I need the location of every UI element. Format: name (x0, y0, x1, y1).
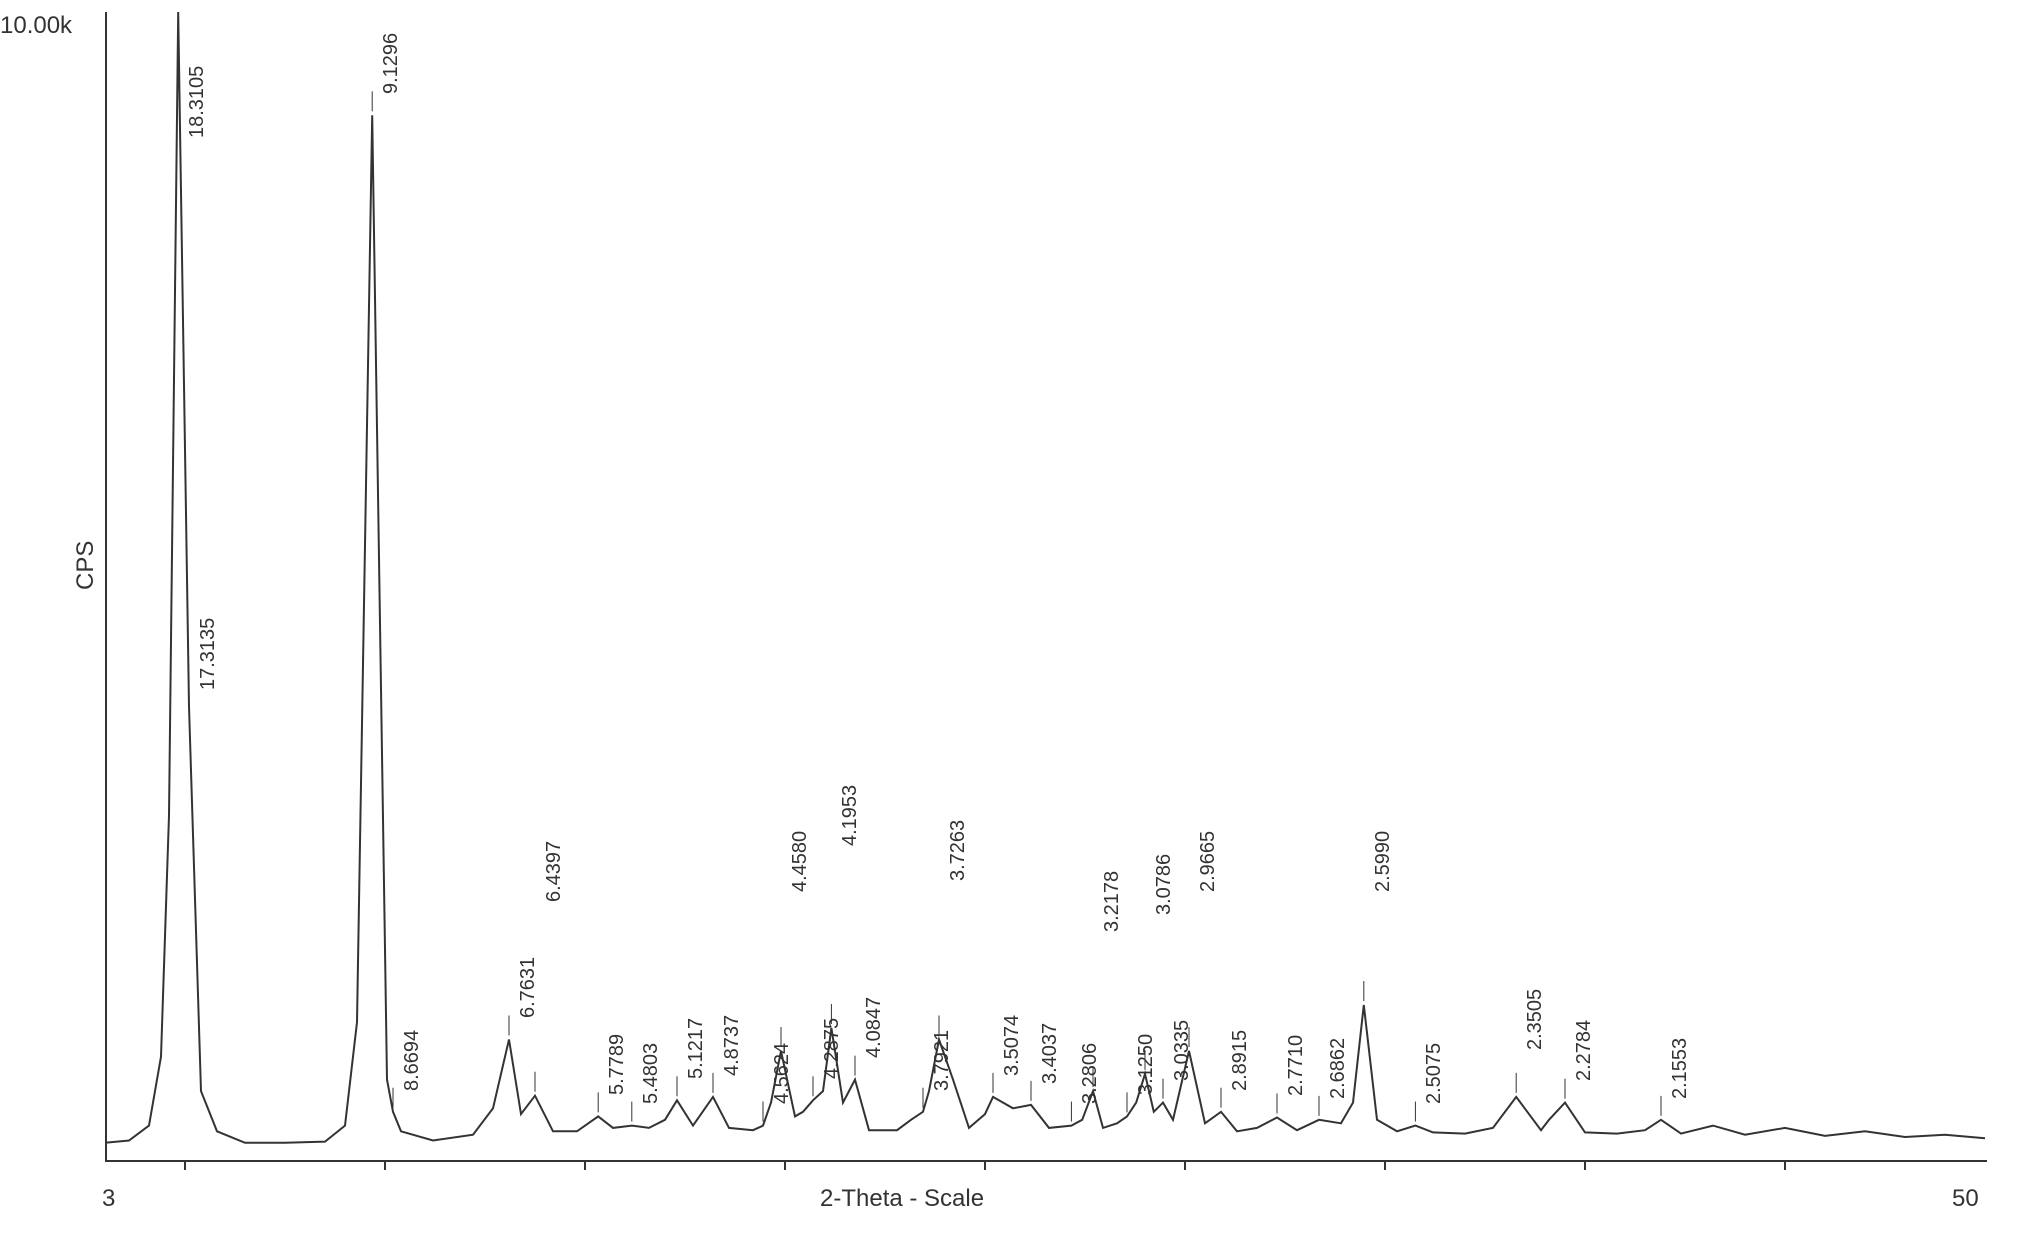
peak-label: 2.1553 (1669, 1037, 1692, 1098)
peak-label: 2.5075 (1423, 1043, 1446, 1104)
peak-label: 6.4397 (543, 841, 566, 902)
peak-label: 4.1953 (839, 785, 862, 846)
peak-label: 4.5624 (771, 1043, 794, 1104)
peak-label: 4.0847 (863, 997, 886, 1058)
peak-label: 2.2784 (1573, 1020, 1596, 1081)
peak-label: 3.5074 (1001, 1015, 1024, 1076)
peak-label: 2.6862 (1327, 1037, 1350, 1098)
peak-label: 5.1217 (685, 1018, 708, 1079)
peak-label: 3.2806 (1079, 1043, 1102, 1104)
peak-label: 3.4037 (1039, 1023, 1062, 1084)
peak-label: 2.8915 (1229, 1029, 1252, 1090)
peak-label: 2.5990 (1372, 831, 1395, 892)
peak-label: 2.7710 (1285, 1035, 1308, 1096)
spectrum-line (105, 12, 1985, 1143)
peak-label: 9.1296 (380, 33, 403, 94)
peak-label: 2.3505 (1524, 989, 1547, 1050)
peak-label: 3.7921 (931, 1029, 954, 1090)
peak-label: 3.0786 (1153, 854, 1176, 915)
peak-label: 3.1250 (1135, 1034, 1158, 1095)
peak-label: 3.7263 (947, 819, 970, 880)
peak-label: 5.4803 (640, 1043, 663, 1104)
chart-container: 10.00k CPS 2-Theta - Scale 3 50 18.31051… (0, 0, 2023, 1246)
peak-label: 4.2875 (821, 1018, 844, 1079)
peak-label: 17.3135 (197, 618, 220, 690)
peak-label: 2.9665 (1197, 831, 1220, 892)
peak-label: 18.3105 (186, 65, 209, 137)
peak-label: 5.7789 (606, 1034, 629, 1095)
peak-label: 6.7631 (517, 957, 540, 1018)
peak-label: 3.2178 (1101, 871, 1124, 932)
peak-label: 4.4580 (789, 831, 812, 892)
peak-label: 4.8737 (721, 1015, 744, 1076)
peak-label: 3.0335 (1171, 1020, 1194, 1081)
peak-label: 8.6694 (401, 1029, 424, 1090)
